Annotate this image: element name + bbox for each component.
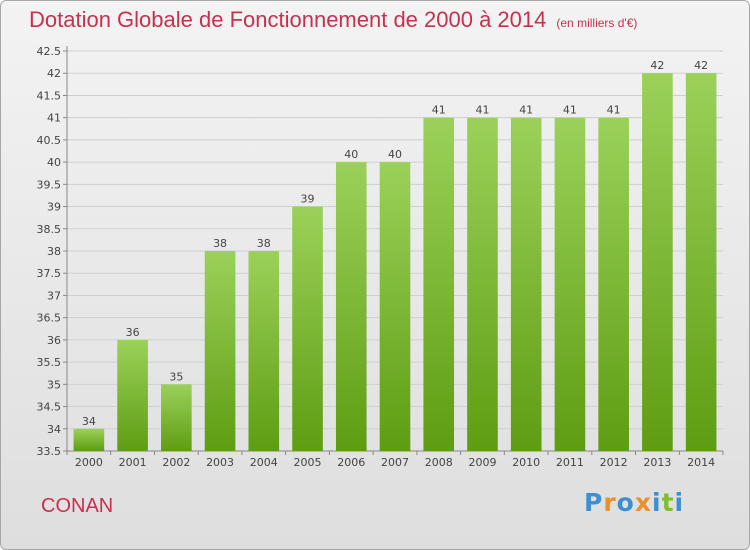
y-tick-label: 37	[47, 289, 61, 302]
y-tick-label: 36	[47, 334, 61, 347]
logo-letter: x	[634, 488, 652, 517]
bar[interactable]	[685, 73, 717, 451]
bar[interactable]	[379, 162, 411, 451]
x-tick-label: 2011	[556, 456, 584, 469]
y-tick-label: 38.5	[37, 223, 62, 236]
y-tick-label: 42.5	[37, 45, 62, 58]
x-tick-label: 2001	[119, 456, 147, 469]
data-label: 38	[257, 237, 271, 250]
x-tick-label: 2007	[381, 456, 409, 469]
bar[interactable]	[335, 162, 367, 451]
y-tick-label: 37.5	[37, 267, 62, 280]
data-label: 42	[694, 59, 708, 72]
logo-letter: o	[616, 488, 635, 517]
y-tick-label: 33.5	[37, 445, 62, 458]
data-label: 39	[301, 193, 315, 206]
data-label: 41	[563, 104, 577, 117]
logo-letter: t	[661, 488, 675, 517]
x-tick-label: 2014	[687, 456, 715, 469]
y-tick-label: 34.5	[37, 401, 62, 414]
bar[interactable]	[510, 117, 542, 452]
axes: 33.5 34 34.5 35 35.5 36 36.5 37 37.5 38 38.5 39 39.5…	[37, 45, 724, 469]
bar[interactable]	[161, 384, 192, 451]
data-label: 34	[82, 415, 96, 428]
bar[interactable]	[598, 117, 629, 452]
bar[interactable]	[73, 428, 105, 451]
bar[interactable]	[292, 206, 323, 451]
x-tick-label: 2012	[600, 456, 628, 469]
bar[interactable]	[467, 117, 498, 452]
x-tick-label: 2005	[294, 456, 322, 469]
bar[interactable]	[642, 73, 673, 451]
bar[interactable]	[117, 339, 148, 451]
data-label: 41	[519, 104, 533, 117]
x-tick-label: 2008	[425, 456, 453, 469]
y-tick-label: 41.5	[37, 89, 62, 102]
logo-letter: i	[674, 488, 685, 517]
y-tick-label: 39	[47, 201, 61, 214]
bar[interactable]	[204, 251, 236, 451]
logo-letter: i	[652, 488, 662, 517]
data-label: 41	[607, 104, 621, 117]
x-tick-label: 2000	[75, 456, 103, 469]
y-tick-label: 36.5	[37, 312, 62, 325]
x-tick-label: 2010	[512, 456, 540, 469]
data-label: 42	[650, 59, 664, 72]
y-tick-label: 41	[47, 112, 61, 125]
data-label: 40	[344, 148, 358, 161]
data-label: 41	[432, 104, 446, 117]
y-tick-label: 39.5	[37, 178, 62, 191]
x-tick-label: 2002	[162, 456, 190, 469]
x-tick-label: 2004	[250, 456, 278, 469]
bar[interactable]	[554, 117, 586, 452]
data-labels: 34 36 35 38 38 39 40 40 41 41 41 41 41 42 42	[82, 59, 708, 428]
data-label: 40	[388, 148, 402, 161]
city-name: CONAN	[41, 495, 114, 517]
data-label: 41	[475, 104, 489, 117]
y-tick-label: 42	[47, 67, 61, 80]
chart-subtitle: (en milliers d'€)	[556, 16, 638, 30]
y-tick-label: 40.5	[37, 134, 62, 147]
bars	[73, 73, 717, 452]
logo-letter: P	[584, 488, 604, 517]
data-label: 36	[126, 326, 140, 339]
data-label: 38	[213, 237, 227, 250]
y-tick-label: 34	[47, 423, 61, 436]
y-tick-label: 38	[47, 245, 61, 258]
chart-title: Dotation Globale de Fonctionnement de 20…	[29, 7, 637, 33]
logo-letter: r	[603, 488, 617, 517]
data-label: 35	[169, 370, 183, 383]
y-tick-label: 35.5	[37, 356, 62, 369]
x-tick-label: 2013	[643, 456, 671, 469]
x-tick-label: 2006	[337, 456, 365, 469]
bar[interactable]	[423, 117, 455, 452]
bar[interactable]	[248, 251, 280, 451]
chart-title-text: Dotation Globale de Fonctionnement de 20…	[29, 7, 547, 32]
x-tick-label: 2003	[206, 456, 234, 469]
x-tick-label: 2009	[468, 456, 496, 469]
y-tick-label: 40	[47, 156, 61, 169]
proxiti-logo[interactable]: Proxiti	[584, 488, 684, 517]
y-tick-label: 35	[47, 378, 61, 391]
